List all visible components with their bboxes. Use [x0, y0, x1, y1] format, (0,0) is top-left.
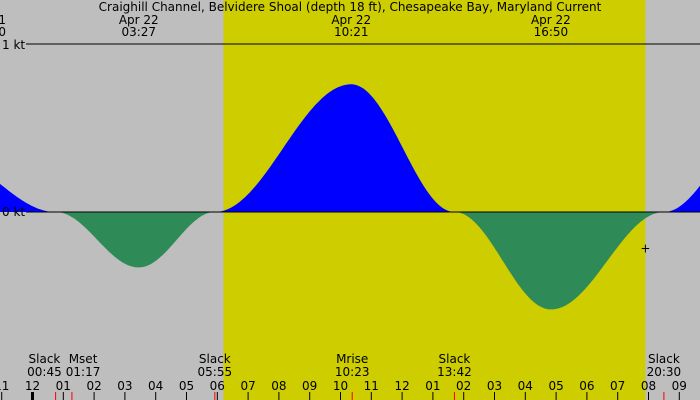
peak-date-label: Apr 22	[331, 13, 371, 27]
hour-tick-label: 06	[210, 379, 225, 393]
hour-tick-label: 03	[487, 379, 502, 393]
hour-tick-label: 09	[672, 379, 687, 393]
hour-tick-label: 03	[117, 379, 132, 393]
event-time-label: 10:23	[335, 365, 370, 379]
hour-tick-label: 01	[56, 379, 71, 393]
peak-time-label: 03:27	[121, 25, 156, 39]
hour-tick-label: 11	[0, 379, 9, 393]
hour-tick-label: 04	[148, 379, 163, 393]
hour-tick-label: 06	[579, 379, 594, 393]
ebb-area	[0, 212, 700, 310]
flood-area	[0, 84, 700, 212]
peak-time-label: 0	[0, 25, 6, 39]
y-tick-label-1kt: 1 kt	[2, 38, 25, 52]
peak-date-label: 1	[0, 13, 6, 27]
hour-tick-label: 09	[302, 379, 317, 393]
hour-tick-label: 11	[364, 379, 379, 393]
event-time-label: 05:55	[198, 365, 233, 379]
hour-tick-label: 12	[394, 379, 409, 393]
hour-tick-label: 10	[333, 379, 348, 393]
event-name-label: Mrise	[336, 352, 368, 366]
event-name-label: Slack	[439, 352, 471, 366]
hour-tick-label: 08	[271, 379, 286, 393]
hour-tick-label: 07	[610, 379, 625, 393]
cursor-marker: +	[640, 241, 650, 255]
hour-tick-label: 08	[641, 379, 656, 393]
event-name-label: Mset	[69, 352, 98, 366]
chart-title: Craighill Channel, Belvidere Shoal (dept…	[99, 0, 602, 14]
event-time-label: 01:17	[66, 365, 101, 379]
peak-date-label: Apr 22	[119, 13, 159, 27]
event-name-label: Slack	[29, 352, 61, 366]
peak-time-label: 10:21	[334, 25, 369, 39]
hour-tick-label: 02	[86, 379, 101, 393]
hour-tick-label: 01	[425, 379, 440, 393]
hour-tick-label: 02	[456, 379, 471, 393]
event-time-label: 20:30	[647, 365, 682, 379]
peak-date-label: Apr 22	[531, 13, 571, 27]
hour-tick-label: 04	[518, 379, 533, 393]
peak-time-label: 16:50	[534, 25, 569, 39]
hour-tick-label: 05	[179, 379, 194, 393]
hour-tick-label: 12	[25, 379, 40, 393]
event-name-label: Slack	[648, 352, 680, 366]
y-tick-label-0kt: 0 kt	[2, 205, 25, 219]
event-time-label: 13:42	[437, 365, 472, 379]
event-name-label: Slack	[199, 352, 231, 366]
hour-tick-label: 07	[240, 379, 255, 393]
hour-tick-label: 05	[548, 379, 563, 393]
event-time-label: 00:45	[27, 365, 62, 379]
